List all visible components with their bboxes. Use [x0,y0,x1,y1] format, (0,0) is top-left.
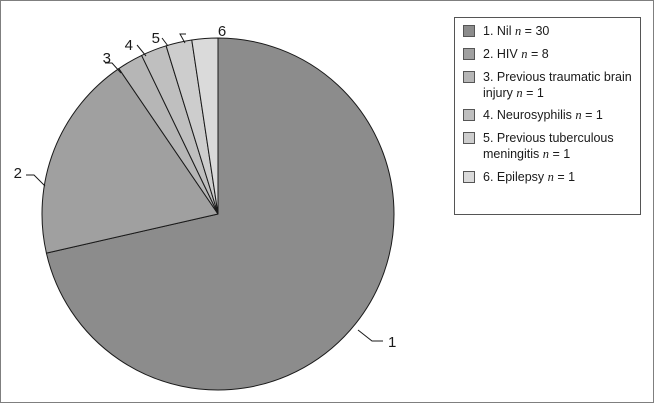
legend-label-2: 2. HIV n = 8 [483,47,549,61]
pie-slice-6 [191,37,219,215]
legend-swatch-4 [463,109,475,121]
legend-label-1: 1. Nil n = 30 [483,24,550,38]
pie-slice-2 [41,68,219,254]
legend: 1. Nil n = 30 2. HIV n = 8 3. Previous tra… [454,17,641,215]
leader-line-5 [161,37,169,47]
legend-label-5: 5. Previous tuberculous meningitis n = 1 [483,131,614,161]
slice-label-3: 3 [103,50,111,67]
legend-swatch-5 [463,132,475,144]
slice-label-2: 2 [14,165,22,182]
slice-label-6: 6 [218,23,226,40]
leader-line-4 [136,44,147,57]
slice-label-1: 1 [388,334,396,351]
leader-line-1 [357,329,383,342]
leader-line-3 [105,62,122,74]
legend-swatch-3 [463,71,475,83]
legend-label-3: 3. Previous traumatic brain injury n = 1 [483,70,632,100]
leader-line-2 [26,174,46,187]
leader-line-6 [179,33,186,44]
legend-swatch-2 [463,48,475,60]
slice-label-5: 5 [152,30,160,47]
slice-label-4: 4 [125,37,133,54]
legend-swatch-1 [463,25,475,37]
legend-label-4: 4. Neurosyphilis n = 1 [483,108,603,122]
legend-label-6: 6. Epilepsy n = 1 [483,170,576,184]
legend-swatch-6 [463,171,475,183]
pie-slice-1 [45,37,395,391]
